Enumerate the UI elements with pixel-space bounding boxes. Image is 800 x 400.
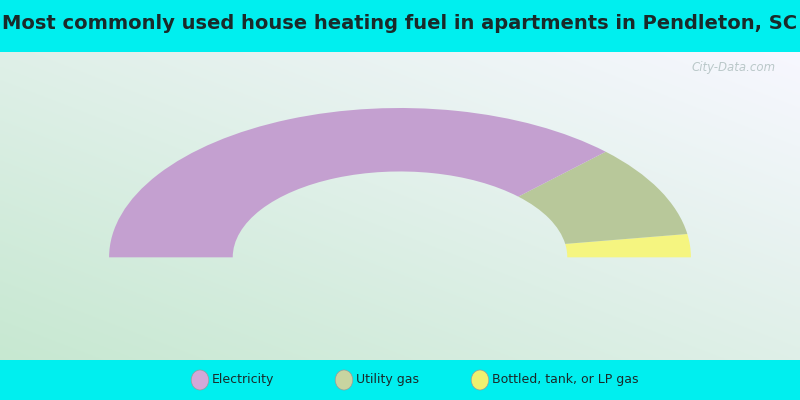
Ellipse shape <box>335 370 353 390</box>
Text: Most commonly used house heating fuel in apartments in Pendleton, SC: Most commonly used house heating fuel in… <box>2 14 798 33</box>
Text: City-Data.com: City-Data.com <box>692 61 776 74</box>
Wedge shape <box>566 234 691 257</box>
Text: Electricity: Electricity <box>212 374 274 386</box>
Ellipse shape <box>191 370 209 390</box>
Wedge shape <box>109 108 606 257</box>
Wedge shape <box>518 152 687 244</box>
Ellipse shape <box>471 370 489 390</box>
Text: Bottled, tank, or LP gas: Bottled, tank, or LP gas <box>492 374 638 386</box>
Text: Utility gas: Utility gas <box>356 374 419 386</box>
